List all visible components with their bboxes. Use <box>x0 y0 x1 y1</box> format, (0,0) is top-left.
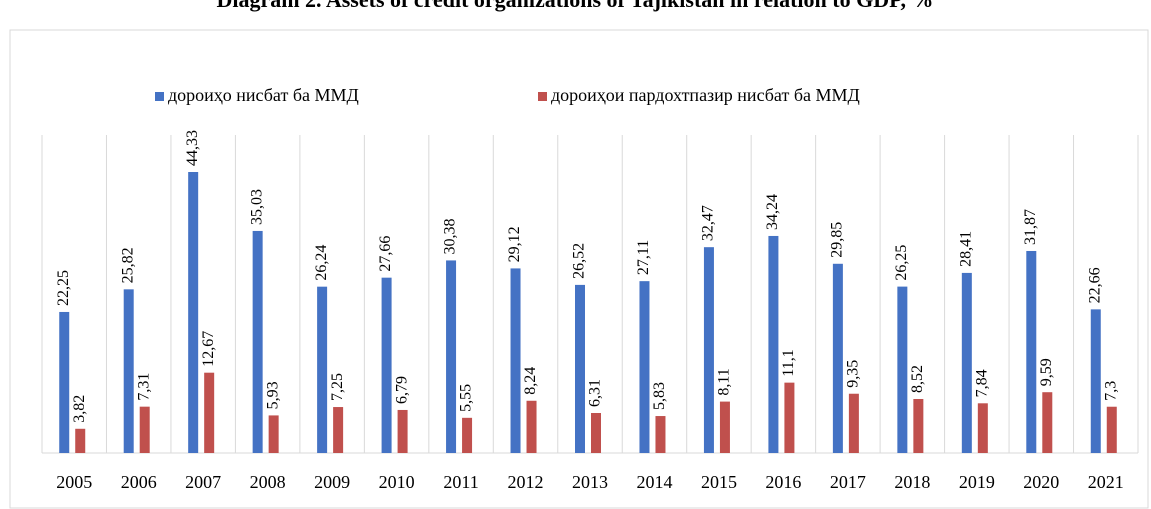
data-label: 6,31 <box>587 379 604 407</box>
x-tick-label: 2009 <box>314 472 350 492</box>
bar <box>719 401 730 453</box>
bar <box>832 263 843 453</box>
bar <box>462 417 473 453</box>
data-label: 26,25 <box>893 245 910 281</box>
chart-border <box>9 29 1149 509</box>
data-label: 27,66 <box>377 236 394 272</box>
x-tick-label: 2015 <box>701 472 737 492</box>
data-label: 5,93 <box>264 381 281 409</box>
data-label: 29,85 <box>829 222 846 258</box>
data-label: 26,52 <box>571 243 588 279</box>
bar <box>575 284 585 453</box>
x-tick-label: 2019 <box>959 472 995 492</box>
data-label: 30,38 <box>442 218 459 254</box>
data-label: 22,66 <box>1086 267 1103 303</box>
data-label: 11,1 <box>780 349 797 376</box>
data-label: 7,84 <box>973 369 990 397</box>
bar <box>977 403 988 453</box>
bar <box>188 172 199 453</box>
bar <box>591 413 601 453</box>
x-tick-label: 2012 <box>508 472 544 492</box>
bar <box>268 415 279 453</box>
bar <box>446 260 457 453</box>
data-label: 35,03 <box>248 189 265 225</box>
data-label: 3,82 <box>71 395 88 423</box>
x-tick-label: 2006 <box>121 472 157 492</box>
data-label: 25,82 <box>119 247 136 283</box>
bar <box>75 428 86 453</box>
bar <box>317 286 328 453</box>
x-tick-label: 2013 <box>572 472 608 492</box>
x-tick-label: 2011 <box>443 472 478 492</box>
x-tick-label: 2020 <box>1023 472 1059 492</box>
bar <box>655 416 666 453</box>
data-label: 8,11 <box>716 368 733 395</box>
bar <box>139 406 150 453</box>
data-label: 26,24 <box>313 245 330 281</box>
bar <box>59 311 70 453</box>
data-label: 22,25 <box>55 270 72 306</box>
x-tick-label: 2010 <box>379 472 415 492</box>
legend-label: дороиҳо нисбат ба ММД <box>168 85 359 105</box>
x-tick-label: 2018 <box>894 472 930 492</box>
legend-label: дороиҳои пардохтпазир нисбат ба ММД <box>551 85 860 105</box>
legend-swatch <box>538 92 547 101</box>
data-label: 6,79 <box>393 376 410 404</box>
x-tick-label: 2014 <box>636 472 672 492</box>
x-tick-label: 2005 <box>56 472 92 492</box>
data-label: 9,59 <box>1038 358 1055 386</box>
bar <box>1106 406 1117 453</box>
chart-title: Diagram 2. Assets of credit organization… <box>216 0 933 12</box>
bar <box>913 398 924 453</box>
bar <box>961 272 972 453</box>
x-tick-label: 2021 <box>1088 472 1124 492</box>
data-label: 34,24 <box>764 194 781 230</box>
bar <box>333 407 344 453</box>
bar <box>1042 392 1053 453</box>
legend-swatch <box>155 92 164 101</box>
data-label: 31,87 <box>1022 209 1039 245</box>
data-label: 12,67 <box>200 331 217 367</box>
bar <box>204 372 215 453</box>
bar <box>784 382 795 453</box>
data-label: 7,3 <box>1102 381 1119 401</box>
bar <box>526 400 537 453</box>
bar <box>510 268 521 453</box>
data-label: 29,12 <box>506 226 523 262</box>
bar <box>897 286 908 453</box>
data-label: 7,25 <box>329 373 346 401</box>
data-label: 9,35 <box>845 360 862 388</box>
bar <box>1090 309 1101 453</box>
bar <box>703 247 714 453</box>
bar <box>123 289 134 453</box>
bar <box>381 277 392 453</box>
data-label: 27,11 <box>635 240 652 275</box>
bar <box>768 235 779 453</box>
bar <box>252 230 263 453</box>
bar <box>1026 250 1037 453</box>
data-label: 8,52 <box>909 365 926 393</box>
data-label: 5,55 <box>458 384 475 412</box>
data-label: 28,41 <box>957 231 974 267</box>
bar <box>848 393 859 453</box>
data-label: 7,31 <box>135 373 152 401</box>
data-label: 8,24 <box>522 367 539 395</box>
data-label: 5,83 <box>651 382 668 410</box>
x-tick-label: 2007 <box>185 472 221 492</box>
x-tick-label: 2017 <box>830 472 866 492</box>
x-tick-label: 2016 <box>765 472 801 492</box>
x-tick-label: 2008 <box>250 472 286 492</box>
bar <box>397 409 408 453</box>
bar <box>639 281 650 453</box>
data-label: 32,47 <box>700 205 717 241</box>
data-label: 44,33 <box>184 130 201 166</box>
